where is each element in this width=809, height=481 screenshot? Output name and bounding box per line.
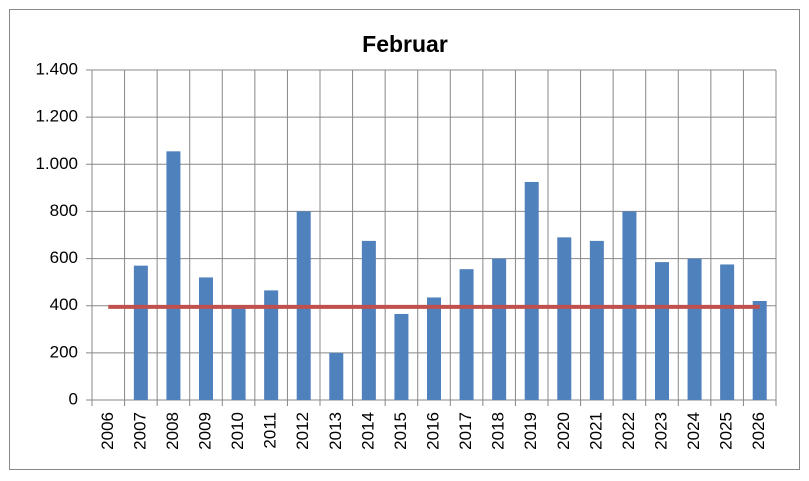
y-tick-label: 1.400 bbox=[35, 59, 78, 78]
bar bbox=[199, 277, 213, 400]
x-tick-label: 2020 bbox=[554, 412, 573, 450]
x-tick-label: 2008 bbox=[163, 412, 182, 450]
x-tick-label: 2015 bbox=[391, 412, 410, 450]
bar bbox=[264, 290, 279, 400]
bar bbox=[133, 265, 148, 400]
x-tick-label: 2014 bbox=[358, 412, 377, 450]
bar bbox=[361, 240, 376, 400]
bar bbox=[427, 297, 441, 400]
bar bbox=[557, 237, 572, 400]
y-tick-label: 200 bbox=[50, 342, 78, 361]
x-tick-label: 2023 bbox=[651, 412, 670, 450]
bar bbox=[166, 151, 181, 400]
bar bbox=[752, 301, 767, 400]
y-tick-label: 1.200 bbox=[35, 107, 78, 126]
x-tick-label: 2010 bbox=[228, 412, 247, 450]
x-tick-label: 2009 bbox=[195, 412, 214, 450]
x-tick-label: 2022 bbox=[619, 412, 638, 450]
x-tick-label: 2025 bbox=[717, 412, 736, 450]
bar bbox=[231, 308, 246, 400]
bar bbox=[589, 240, 604, 400]
y-tick-label: 600 bbox=[50, 248, 78, 267]
x-tick-label: 2024 bbox=[684, 412, 703, 450]
x-tick-label: 2006 bbox=[98, 412, 117, 450]
y-tick-label: 400 bbox=[50, 295, 78, 314]
chart-title: Februar bbox=[362, 31, 448, 57]
bar bbox=[329, 352, 344, 400]
y-tick-label: 800 bbox=[50, 201, 78, 220]
bar bbox=[459, 269, 474, 400]
bar bbox=[655, 262, 669, 400]
x-tick-label: 2021 bbox=[586, 412, 605, 450]
x-tick-label: 2026 bbox=[749, 412, 768, 450]
x-tick-label: 2012 bbox=[293, 412, 312, 450]
bar bbox=[524, 181, 539, 400]
bar bbox=[687, 258, 702, 400]
bar bbox=[720, 264, 735, 400]
y-tick-label: 0 bbox=[69, 389, 78, 408]
x-tick-label: 2016 bbox=[423, 412, 442, 450]
bar bbox=[394, 313, 409, 400]
x-tick-label: 2013 bbox=[326, 412, 345, 450]
x-tick-label: 2019 bbox=[521, 412, 540, 450]
x-tick-label: 2007 bbox=[130, 412, 149, 450]
x-tick-label: 2017 bbox=[456, 412, 475, 450]
bar bbox=[492, 258, 507, 400]
y-tick-label: 1.000 bbox=[35, 154, 78, 173]
x-tick-label: 2018 bbox=[489, 412, 508, 450]
x-tick-label: 2011 bbox=[261, 412, 280, 449]
